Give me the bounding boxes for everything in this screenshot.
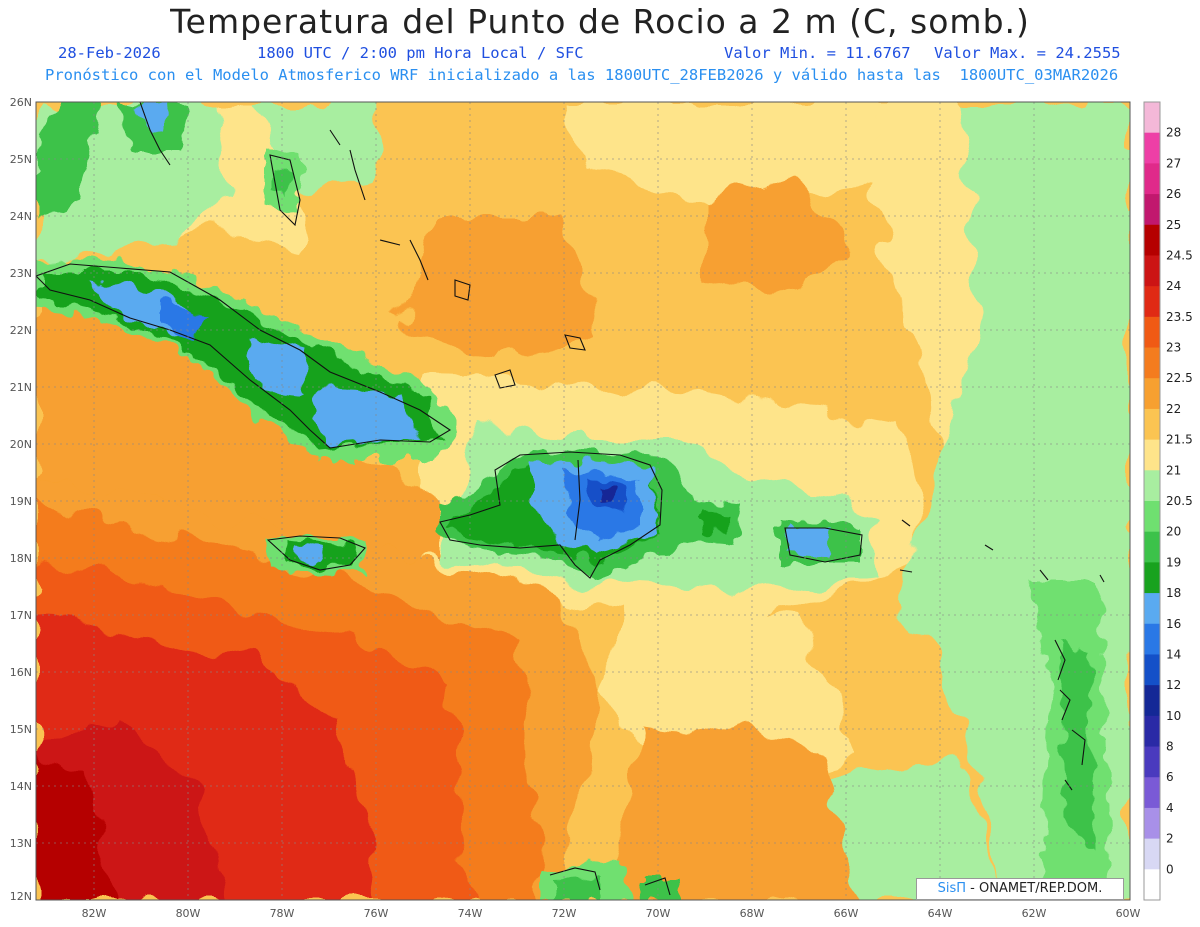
- colorbar-label: 27: [1166, 156, 1181, 170]
- lat-tick: 15N: [10, 723, 32, 736]
- colorbar-label: 16: [1166, 617, 1181, 631]
- lat-tick: 23N: [10, 267, 32, 280]
- colorbar-swatch: [1144, 194, 1160, 226]
- colorbar-swatch: [1144, 286, 1160, 318]
- colorbar-swatch: [1144, 562, 1160, 594]
- colorbar-swatch: [1144, 807, 1160, 840]
- colorbar-label: 10: [1166, 709, 1181, 723]
- colorbar-label: 4: [1166, 801, 1174, 815]
- lat-tick: 17N: [10, 609, 32, 622]
- lat-tick: 12N: [10, 890, 32, 903]
- colorbar-label: 22: [1166, 402, 1181, 416]
- colorbar-swatch: [1144, 531, 1160, 563]
- colorbar: 2827262524.52423.52322.52221.52120.52019…: [1143, 101, 1193, 901]
- colorbar-swatch: [1144, 378, 1160, 410]
- lat-tick: 21N: [10, 381, 32, 394]
- lon-tick: 70W: [646, 907, 671, 920]
- colorbar-swatch: [1144, 132, 1160, 164]
- colorbar-label: 2: [1166, 832, 1174, 846]
- lon-tick: 60W: [1116, 907, 1141, 920]
- lat-tick: 18N: [10, 552, 32, 565]
- model-info: Pronóstico con el Modelo Atmosferico WRF…: [45, 66, 1119, 84]
- lat-axis: 26N 25N 24N 23N 22N 21N 20N 19N 18N 17N …: [10, 96, 32, 903]
- colorbar-label: 23.5: [1166, 310, 1193, 324]
- map-frame: [35, 101, 1131, 901]
- colorbar-label: 25: [1166, 218, 1181, 232]
- colorbar-label: 6: [1166, 770, 1174, 784]
- colorbar-label: 20.5: [1166, 494, 1193, 508]
- lon-tick: 66W: [834, 907, 859, 920]
- colorbar-swatch: [1144, 163, 1160, 195]
- colorbar-label: 28: [1166, 126, 1181, 140]
- map-title: Temperatura del Punto de Rocio a 2 m (C,…: [170, 2, 1030, 41]
- colorbar-label: 22.5: [1166, 371, 1193, 385]
- colorbar-swatch: [1144, 746, 1160, 778]
- lon-tick: 68W: [740, 907, 765, 920]
- colorbar-label: 24.5: [1166, 248, 1193, 262]
- lon-tick: 62W: [1022, 907, 1047, 920]
- credit-text: - ONAMET/REP.DOM.: [966, 881, 1103, 896]
- lat-tick: 19N: [10, 495, 32, 508]
- lat-tick: 13N: [10, 837, 32, 850]
- lon-tick: 72W: [552, 907, 577, 920]
- colorbar-label: 24: [1166, 279, 1181, 293]
- colorbar-swatch: [1144, 224, 1160, 256]
- colorbar-swatch: [1144, 715, 1160, 748]
- colorbar-swatch: [1144, 408, 1160, 441]
- lon-tick: 64W: [928, 907, 953, 920]
- lat-tick: 20N: [10, 438, 32, 451]
- lat-tick: 24N: [10, 210, 32, 223]
- colorbar-swatch: [1144, 470, 1160, 502]
- min-value: Valor Min. = 11.6767: [724, 44, 911, 62]
- colorbar-swatch: [1144, 654, 1160, 686]
- lon-tick: 74W: [458, 907, 483, 920]
- colorbar-swatch: [1144, 623, 1160, 655]
- date-label: 28-Feb-2026: [58, 44, 161, 62]
- colorbar-swatch: [1144, 593, 1160, 625]
- colorbar-label: 18: [1166, 586, 1181, 600]
- brand-logo-text: SisΠ: [937, 881, 967, 896]
- max-value: Valor Max. = 24.2555: [934, 44, 1121, 62]
- coastlines: [36, 102, 1105, 896]
- lat-tick: 22N: [10, 324, 32, 337]
- lat-tick: 14N: [10, 780, 32, 793]
- colorbar-frame: [1143, 101, 1161, 901]
- lon-tick: 78W: [270, 907, 295, 920]
- colorbar-label: 19: [1166, 555, 1181, 569]
- colorbar-label: 14: [1166, 647, 1181, 661]
- lon-tick: 80W: [176, 907, 201, 920]
- colorbar-swatch: [1144, 777, 1160, 809]
- gridlines: [36, 102, 1130, 900]
- colorbar-label: 8: [1166, 740, 1174, 754]
- colorbar-swatch: [1144, 347, 1160, 379]
- lon-tick: 82W: [82, 907, 107, 920]
- lat-tick: 26N: [10, 96, 32, 109]
- credit-box: SisΠ - ONAMET/REP.DOM.: [916, 878, 1124, 900]
- lat-tick: 16N: [10, 666, 32, 679]
- colorbar-swatch: [1144, 869, 1160, 901]
- colorbar-swatch: [1144, 255, 1160, 287]
- colorbar-label: 20: [1166, 525, 1181, 539]
- time-label: 1800 UTC / 2:00 pm Hora Local / SFC: [257, 44, 584, 62]
- colorbar-swatch: [1144, 439, 1160, 471]
- colorbar-label: 26: [1166, 187, 1181, 201]
- colorbar-swatch: [1144, 685, 1160, 717]
- lon-tick: 76W: [364, 907, 389, 920]
- lon-axis: 82W 80W 78W 76W 74W 72W 70W 68W 66W 64W …: [82, 907, 1141, 920]
- colorbar-label: 21: [1166, 463, 1181, 477]
- colorbar-label: 23: [1166, 341, 1181, 355]
- colorbar-swatch: [1144, 316, 1160, 349]
- lat-tick: 25N: [10, 153, 32, 166]
- colorbar-swatch: [1144, 501, 1160, 533]
- colorbar-swatch: [1144, 838, 1160, 870]
- colorbar-label: 0: [1166, 862, 1174, 876]
- field-layer: [36, 102, 1130, 900]
- colorbar-label: 21.5: [1166, 433, 1193, 447]
- colorbar-label: 12: [1166, 678, 1181, 692]
- colorbar-swatch: [1144, 102, 1160, 134]
